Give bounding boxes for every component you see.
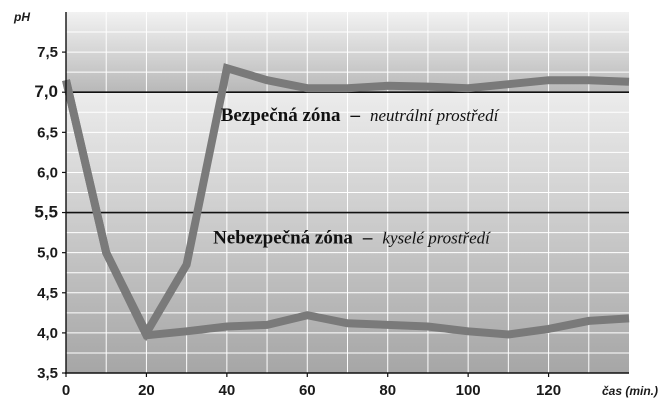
- y-tick-label: 5,5: [34, 203, 58, 222]
- x-tick-label: 40: [219, 382, 236, 399]
- safe-zone-label: Bezpečná zóna – neutrální prostředí: [221, 105, 500, 126]
- safe-zone-title: Bezpečná zóna: [221, 105, 341, 126]
- y-tick-label: 7,0: [34, 82, 58, 101]
- y-tick-label: 4,0: [37, 325, 58, 342]
- y-tick-label: 7,5: [37, 44, 58, 61]
- y-tick-label: 3,5: [37, 365, 58, 382]
- x-tick-label: 0: [62, 382, 70, 399]
- danger-zone-separator: –: [362, 228, 373, 249]
- y-tick-labels: 3,5 4,0 4,5 5,0 5,5 6,0 6,5 7,0 7,5: [34, 44, 58, 382]
- danger-zone-label: Nebezpečná zóna – kyselé prostředí: [213, 228, 491, 249]
- x-tick-label: 20: [138, 382, 155, 399]
- y-tick-label: 4,5: [37, 285, 58, 302]
- y-tick-label: 6,5: [37, 124, 58, 141]
- safe-zone-separator: –: [350, 105, 361, 126]
- danger-zone-subtitle: kyselé prostředí: [382, 229, 491, 248]
- x-tick-label: 120: [536, 382, 561, 399]
- x-tick-label: 80: [379, 382, 396, 399]
- x-axis-label: čas (min.): [602, 384, 658, 398]
- safe-zone-subtitle: neutrální prostředí: [370, 106, 500, 125]
- series-lines: [62, 63, 630, 342]
- axes: [62, 12, 629, 377]
- x-tick-label: 60: [299, 382, 316, 399]
- y-axis-label: pH: [13, 10, 30, 24]
- y-tick-label: 6,0: [37, 164, 58, 181]
- series-line-2: [62, 79, 630, 340]
- threshold-lines: [66, 91, 629, 214]
- danger-zone-title: Nebezpečná zóna: [213, 228, 353, 249]
- series-line-1: [62, 63, 630, 342]
- y-tick-label: 5,0: [37, 245, 58, 262]
- x-tick-labels: 0 20 40 60 80 100 120: [62, 382, 561, 399]
- x-tick-label: 100: [456, 382, 481, 399]
